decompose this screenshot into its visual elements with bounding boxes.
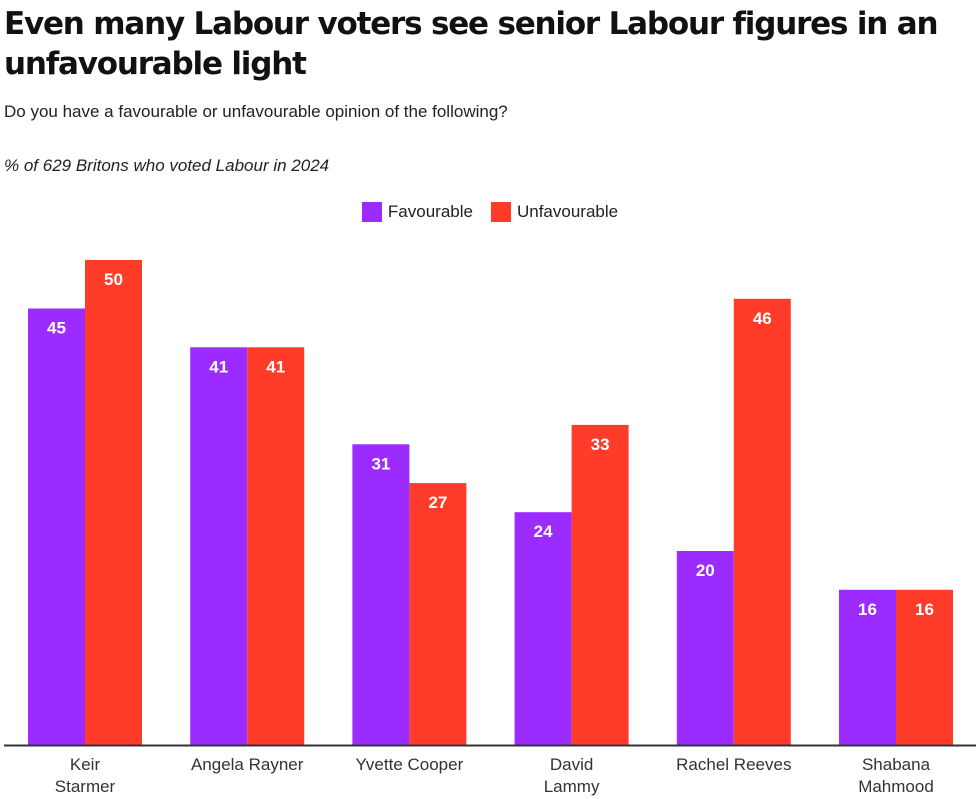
bar-unfavourable-2[interactable] [409,483,467,745]
bar-unfavourable-0[interactable] [85,260,142,745]
legend-swatch-unfavourable [490,202,511,222]
legend-swatch-favourable [361,202,382,222]
bar-unfavourable-1[interactable] [247,347,305,745]
chart-title: Even many Labour voters see senior Labou… [4,6,939,82]
bar-unfavourable-3[interactable] [571,424,629,745]
data-label-favourable-3: 24 [534,522,553,541]
chart-note: % of 629 Britons who voted Labour in 202… [4,156,330,175]
bar-favourable-3[interactable] [514,512,572,745]
bar-favourable-1[interactable] [190,347,248,745]
legend-label-favourable: Favourable [387,202,473,221]
bar-favourable-4[interactable] [676,551,734,745]
data-label-unfavourable-4: 46 [753,309,772,328]
legend-label-unfavourable: Unfavourable [516,202,619,221]
data-label-favourable-0: 45 [47,319,66,338]
bar-unfavourable-5[interactable] [896,589,953,745]
category-label-5: Shabana Mahmood [858,755,934,796]
category-label-2: Yvette Cooper [356,755,464,774]
data-label-unfavourable-5: 16 [915,600,934,619]
data-label-unfavourable-2: 27 [428,493,447,512]
category-label-0: Keir Starmer [55,755,116,796]
data-label-unfavourable-1: 41 [266,357,285,376]
data-label-favourable-4: 20 [696,561,715,580]
bar-unfavourable-4[interactable] [733,298,791,745]
chart-subtitle: Do you have a favourable or unfavourable… [4,102,508,121]
data-label-favourable-1: 41 [209,357,228,376]
data-label-unfavourable-3: 33 [591,435,610,454]
category-label-3: David Lammy [544,755,600,796]
data-label-favourable-2: 31 [371,454,390,473]
legend-item-favourable[interactable]: Favourable [361,202,473,222]
legend-item-unfavourable[interactable]: Unfavourable [490,202,619,222]
category-label-4: Rachel Reeves [676,755,791,774]
bar-favourable-0[interactable] [28,308,85,746]
data-label-favourable-5: 16 [858,600,877,619]
category-label-1: Angela Rayner [191,755,304,774]
data-label-unfavourable-0: 50 [104,270,123,289]
bar-favourable-5[interactable] [839,589,896,745]
bar-favourable-2[interactable] [352,444,410,745]
legend: Favourable Unfavourable [0,202,980,222]
